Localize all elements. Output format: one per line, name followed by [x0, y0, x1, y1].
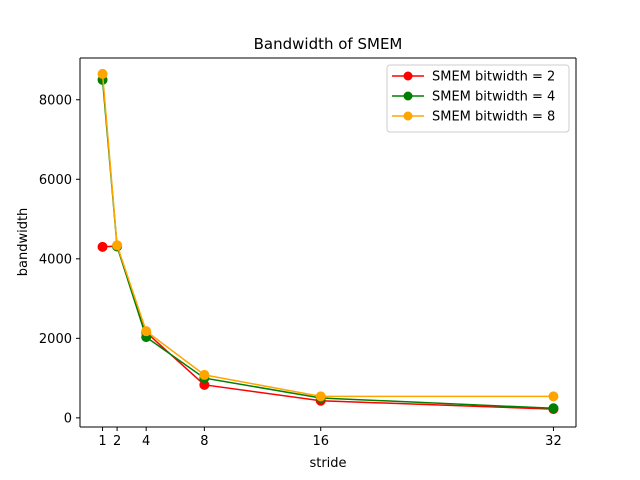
legend-label: SMEM bitwidth = 2 — [432, 70, 555, 85]
legend-label: SMEM bitwidth = 8 — [432, 110, 555, 125]
legend-marker — [403, 71, 413, 81]
chart-title: Bandwidth of SMEM — [254, 35, 403, 53]
legend: SMEM bitwidth = 2 SMEM bitwidth = 4 SMEM b… — [386, 64, 570, 133]
x-tick-label: 8 — [200, 434, 208, 449]
x-tick-label: 1 — [98, 434, 106, 449]
x-tick-label: 2 — [113, 434, 121, 449]
x-axis-label: stride — [309, 456, 346, 471]
data-point — [97, 241, 108, 252]
series-3 — [97, 68, 559, 402]
series-line — [101, 73, 554, 398]
x-ticks: 1 2 4 8 16 32 — [98, 427, 562, 449]
y-tick-label: 4000 — [39, 252, 72, 267]
legend-item: SMEM bitwidth = 8 — [392, 110, 555, 125]
data-point — [112, 240, 123, 251]
legend-marker — [403, 111, 413, 121]
legend-item: SMEM bitwidth = 4 — [392, 90, 555, 105]
y-ticks: 0 2000 4000 6000 8000 — [39, 93, 80, 426]
legend-box — [386, 64, 570, 133]
data-point — [141, 326, 152, 337]
x-tick-label: 32 — [545, 434, 562, 449]
data-point — [315, 391, 326, 402]
axes-layer — [79, 57, 577, 428]
x-tick-label: 16 — [312, 434, 329, 449]
data-point — [548, 391, 559, 402]
y-tick-label: 0 — [64, 411, 72, 426]
legend-item: SMEM bitwidth = 2 — [392, 70, 555, 85]
data-point — [199, 369, 210, 380]
legend-label: SMEM bitwidth = 4 — [432, 90, 555, 105]
y-tick-label: 8000 — [39, 93, 72, 108]
data-point — [548, 403, 559, 414]
y-tick-label: 2000 — [39, 332, 72, 347]
y-tick-label: 6000 — [39, 173, 72, 188]
series-layer — [97, 68, 559, 415]
data-point — [97, 68, 108, 79]
legend-marker — [403, 91, 413, 101]
x-tick-label: 4 — [142, 434, 150, 449]
y-axis-label: bandwidth — [16, 208, 31, 277]
